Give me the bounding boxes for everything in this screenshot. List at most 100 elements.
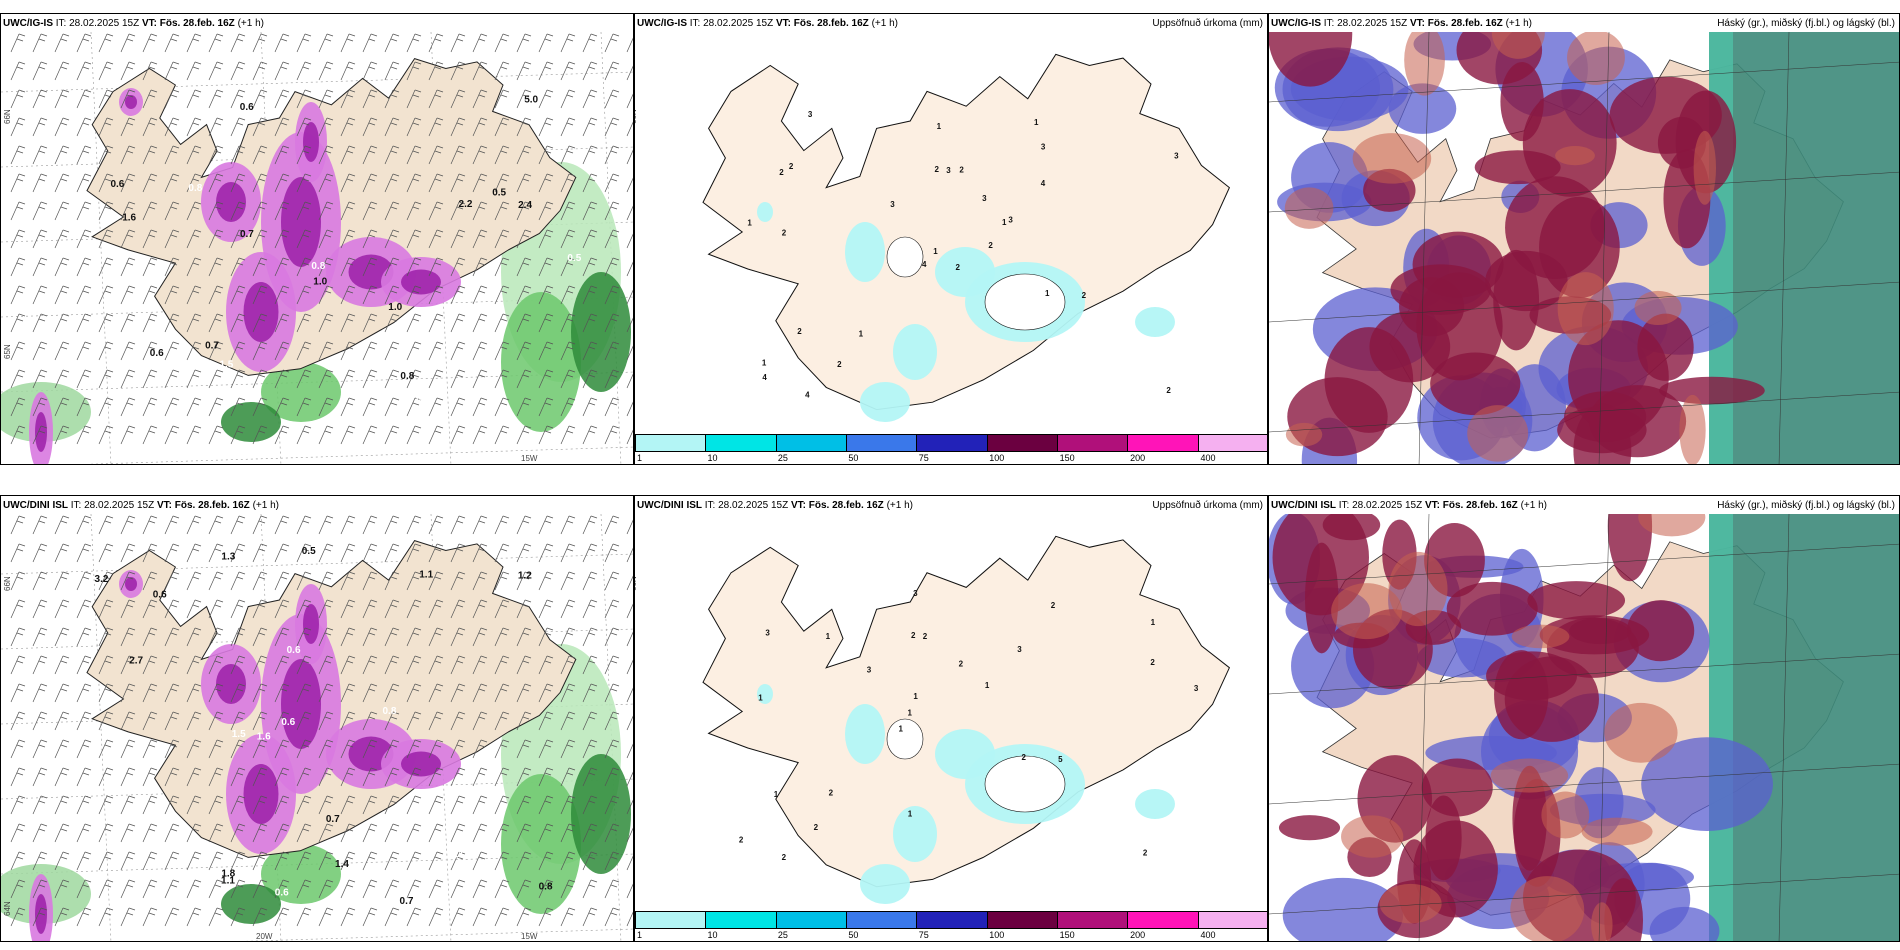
- wind-barb: [626, 345, 633, 361]
- wind-barb: [626, 827, 633, 843]
- wind-barb: [340, 341, 356, 361]
- wind-barb: [560, 313, 576, 333]
- wind-barb: [274, 907, 290, 927]
- wind-barb: [318, 61, 334, 81]
- wind-barb: [560, 655, 576, 675]
- wind-barb: [32, 683, 48, 703]
- rain-amount-label: 1.5: [232, 729, 246, 740]
- wind-barb: [538, 795, 554, 815]
- legend-swatch: [917, 912, 988, 928]
- wind-barb: [450, 683, 466, 703]
- wind-barb: [406, 397, 422, 417]
- wind-barb: [98, 33, 114, 53]
- wind-barb: [626, 687, 633, 703]
- wind-barb: [318, 173, 334, 193]
- wind-barb: [318, 739, 334, 759]
- wind-barb: [208, 711, 224, 731]
- panel-wind-rain-bottom: UWC/DINI ISL IT: 28.02.2025 15Z VT: Fös.…: [0, 495, 634, 942]
- wind-barb: [186, 711, 202, 731]
- wind-barb: [340, 795, 356, 815]
- wind-barb: [406, 907, 422, 927]
- wind-barb: [142, 851, 158, 871]
- wind-barb: [54, 683, 70, 703]
- wind-barb: [362, 201, 378, 221]
- wind-barb: [274, 145, 290, 165]
- wind-barb: [428, 117, 444, 137]
- snow-core: [401, 269, 441, 295]
- wind-barb: [208, 33, 224, 53]
- wind-barb: [582, 117, 598, 137]
- grid-line: [1, 553, 633, 575]
- wind-barb: [98, 341, 114, 361]
- wind-barb: [494, 711, 510, 731]
- precip-amount-label: 2: [1166, 386, 1171, 395]
- precip-amount-label: 1: [826, 632, 831, 641]
- wind-rain-map: 0.60.71.81.11.30.61.50.80.50.61.21.40.60…: [1, 514, 633, 941]
- wind-barb: [32, 145, 48, 165]
- wind-barb: [120, 33, 136, 53]
- wind-barb: [208, 683, 224, 703]
- snow-core: [303, 122, 319, 162]
- wind-barb: [472, 515, 488, 535]
- wind-barb: [582, 285, 598, 305]
- wind-barb: [164, 201, 180, 221]
- wind-barb: [296, 369, 312, 389]
- wind-barb: [362, 851, 378, 871]
- legend-swatch: [987, 912, 1058, 928]
- rain-amount-label: 0.5: [492, 187, 506, 198]
- wind-barb: [120, 173, 136, 193]
- lat-label-66: 66N: [3, 576, 12, 591]
- legend-tick-label: 50: [848, 453, 859, 463]
- precip-amount-label: 2: [1143, 848, 1148, 857]
- wind-barb: [76, 117, 92, 137]
- snow-core: [243, 764, 279, 824]
- wind-barb: [32, 201, 48, 221]
- wind-barb: [32, 257, 48, 277]
- low-cloud-thin: [1285, 422, 1323, 447]
- wind-barb: [582, 89, 598, 109]
- wind-barb: [428, 173, 444, 193]
- iceland-land: [702, 53, 1231, 411]
- wind-barb: [538, 285, 554, 305]
- low-cloud-thin: [1352, 133, 1432, 184]
- wind-barb: [54, 61, 70, 81]
- wind-barb: [494, 397, 510, 417]
- wind-barb: [472, 33, 488, 53]
- wind-barb: [384, 515, 400, 535]
- wind-barb: [98, 257, 114, 277]
- wind-barb: [186, 117, 202, 137]
- wind-barb: [252, 33, 268, 53]
- legend-tick-label: 75: [918, 930, 929, 940]
- wind-barb: [54, 879, 70, 899]
- wind-barb: [626, 659, 633, 675]
- wind-barb: [164, 33, 180, 53]
- wind-barb: [10, 173, 26, 193]
- wind-barb: [164, 599, 180, 619]
- wind-barb: [450, 655, 466, 675]
- wind-barb: [450, 851, 466, 871]
- wind-barb: [428, 599, 444, 619]
- grid-line: [1269, 171, 1899, 213]
- grid-line: [86, 446, 633, 464]
- wind-barb: [164, 907, 180, 927]
- panel-precip-bottom: UWC/DINI ISL IT: 28.02.2025 15Z VT: Fös.…: [634, 495, 1268, 942]
- grid-line: [1269, 543, 1899, 585]
- wind-barb: [208, 795, 224, 815]
- wind-barb: [208, 543, 224, 563]
- legend-swatch: [846, 435, 918, 451]
- rain-amount-label: 1.2: [518, 570, 532, 581]
- precip-area: [845, 704, 885, 764]
- wind-barb: [538, 655, 554, 675]
- precip-amount-label: 1: [747, 219, 752, 228]
- wind-barb: [120, 711, 136, 731]
- wind-barb: [362, 599, 378, 619]
- wind-barb: [362, 229, 378, 249]
- low-cloud-area: [1278, 815, 1341, 841]
- wind-barb: [32, 907, 48, 927]
- wind-barb: [494, 571, 510, 591]
- wind-barb: [98, 515, 114, 535]
- low-cloud-area: [1269, 32, 1353, 87]
- wind-barb: [406, 61, 422, 81]
- legend-tick-label: 10: [707, 930, 718, 940]
- wind-barb: [230, 599, 246, 619]
